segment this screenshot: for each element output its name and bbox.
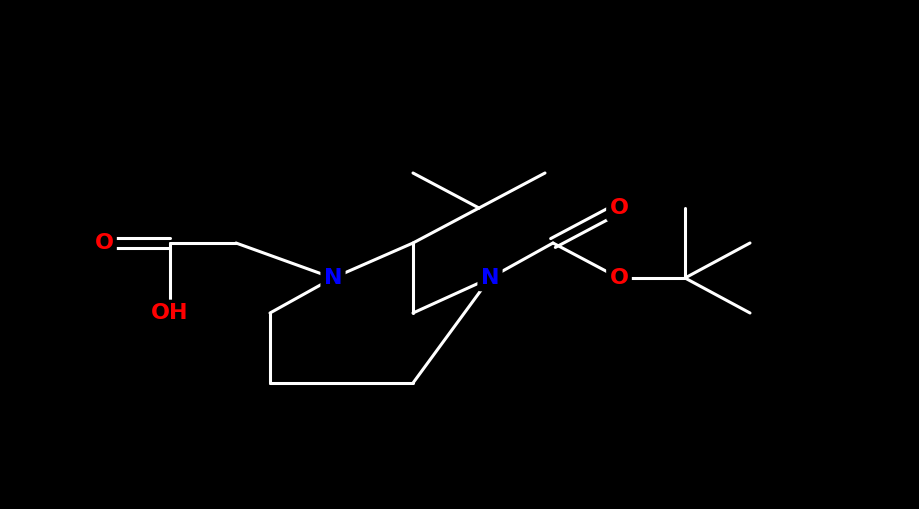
Text: OH: OH xyxy=(152,303,188,323)
Text: O: O xyxy=(609,268,629,288)
Text: O: O xyxy=(95,233,114,253)
Text: N: N xyxy=(323,268,342,288)
Text: O: O xyxy=(609,198,629,218)
Text: N: N xyxy=(481,268,499,288)
